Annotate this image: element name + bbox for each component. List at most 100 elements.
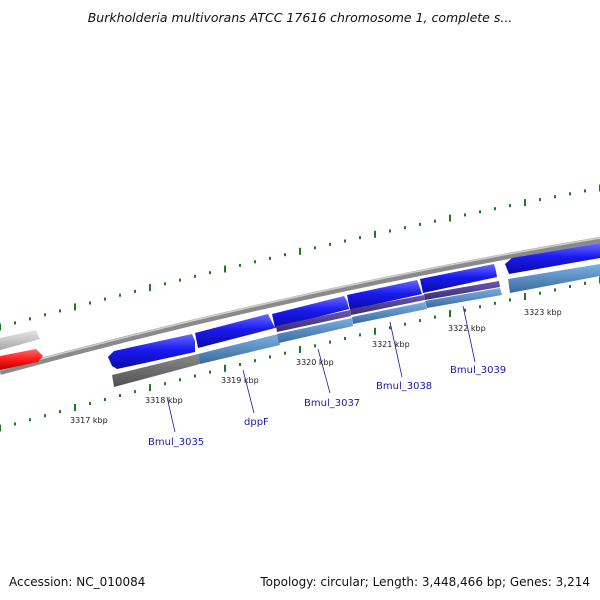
ruler-upper-minor-tick [59, 309, 61, 313]
cds-band-blue-3[interactable] [352, 302, 427, 324]
ruler-lower-minor-tick [119, 394, 121, 397]
cds-band-blue-right[interactable] [508, 264, 600, 293]
gene-gray-left[interactable] [0, 330, 40, 350]
tick-label-3320: 3320 kbp [296, 358, 334, 367]
ruler-upper-minor-tick [284, 253, 286, 257]
ruler-lower-minor-tick [554, 288, 556, 292]
ruler-upper-minor-tick [119, 293, 121, 297]
cds-band-purple-2[interactable] [350, 295, 425, 315]
ruler-lower-minor-tick [434, 315, 436, 319]
ruler-upper-minor-tick [44, 313, 46, 317]
ruler-upper-minor-tick [254, 260, 256, 264]
ruler-lower-minor-tick [269, 355, 271, 359]
gene-label-bmul-3037[interactable]: Bmul_3037 [304, 398, 360, 409]
ruler-upper-minor-tick [29, 317, 31, 321]
gene-arrow-dppf[interactable] [195, 314, 275, 348]
ruler-upper-minor-tick [434, 219, 436, 223]
tick-label-3319: 3319 kbp [221, 376, 259, 385]
ruler-lower-minor-tick [314, 344, 316, 348]
ruler-upper-minor-tick [104, 297, 106, 301]
ruler-upper-minor-tick [209, 271, 211, 275]
accession-text: Accession: NC_010084 [9, 575, 146, 589]
ruler-upper-minor-tick [584, 189, 586, 193]
ruler-upper-major-tick [374, 230, 376, 238]
ruler-lower-major-tick [374, 327, 376, 335]
ruler-lower-minor-tick [284, 351, 286, 355]
gene-arrow-bmul-3035[interactable] [108, 334, 195, 369]
ruler-lower-minor-tick [209, 370, 211, 374]
cds-band-purple-1[interactable] [276, 310, 351, 332]
ruler-upper-minor-tick [389, 229, 391, 233]
ruler-upper-minor-tick [14, 321, 16, 325]
ruler-upper-minor-tick [404, 226, 406, 230]
ruler-lower-major-tick [524, 293, 526, 300]
cds-band-gray[interactable] [112, 354, 200, 387]
ruler-upper-minor-tick [329, 242, 331, 246]
ruler-upper-major-tick [449, 214, 451, 222]
ruler-lower-minor-tick [569, 285, 571, 288]
ruler-upper-minor-tick [89, 301, 91, 305]
ruler-upper-minor-tick [554, 195, 556, 199]
gene-label-bmul-3039[interactable]: Bmul_3039 [450, 365, 506, 376]
ruler-lower-minor-tick [89, 402, 91, 405]
ruler-upper-minor-tick [239, 263, 241, 267]
gene-red-left[interactable] [0, 349, 43, 370]
ruler-lower-minor-tick [44, 414, 46, 418]
ruler-lower-minor-tick [494, 301, 496, 305]
tick-ruler-upper [0, 184, 600, 331]
ruler-lower-major-tick [74, 404, 76, 411]
ruler-upper-minor-tick [194, 274, 196, 278]
tick-label-3317: 3317 kbp [70, 416, 108, 425]
ruler-upper-minor-tick [464, 213, 466, 217]
tick-label-3323: 3323 kbp [524, 308, 562, 317]
gene-label-bmul-3035[interactable]: Bmul_3035 [148, 437, 204, 448]
cds-band-blue-2[interactable] [277, 318, 353, 343]
tick-label-3318: 3318 kbp [145, 396, 183, 405]
ruler-upper-minor-tick [494, 207, 496, 211]
cds-band-blue-4[interactable] [425, 288, 502, 308]
tick-label-3321: 3321 kbp [372, 340, 410, 349]
ruler-lower-minor-tick [179, 378, 181, 382]
gene-label-dppf[interactable]: dppF [244, 417, 269, 428]
ruler-upper-minor-tick [569, 192, 571, 196]
ruler-upper-minor-tick [269, 256, 271, 260]
cds-band-purple-3[interactable] [424, 281, 500, 300]
ruler-lower-major-tick [149, 384, 151, 392]
ruler-upper-minor-tick [359, 236, 361, 240]
ruler-lower-minor-tick [389, 326, 391, 330]
cds-band-blue-1[interactable] [198, 334, 280, 364]
ruler-upper-major-tick [74, 303, 76, 311]
ruler-lower-minor-tick [134, 390, 136, 394]
ruler-lower-minor-tick [344, 337, 346, 340]
ruler-lower-minor-tick [239, 363, 241, 366]
ruler-lower-minor-tick [404, 322, 406, 326]
ruler-lower-major-tick [299, 346, 301, 353]
ruler-upper-minor-tick [164, 282, 166, 286]
ruler-lower-minor-tick [164, 382, 166, 386]
ruler-lower-minor-tick [194, 374, 196, 378]
ruler-lower-minor-tick [254, 359, 256, 363]
gene-arrow-bmul-3038[interactable] [347, 280, 422, 310]
ruler-upper-minor-tick [134, 289, 136, 293]
ruler-lower-minor-tick [584, 281, 586, 285]
ruler-upper-minor-tick [479, 210, 481, 214]
ruler-lower-minor-tick [104, 398, 106, 401]
gene-label-bmul-3038[interactable]: Bmul_3038 [376, 381, 432, 392]
map-title: Burkholderia multivorans ATCC 17616 chro… [87, 10, 513, 25]
ruler-upper-major-tick [299, 247, 301, 255]
gene-label-leaders [166, 305, 476, 433]
chromosome-backbone [0, 237, 600, 375]
ruler-upper-major-tick [0, 323, 1, 331]
ruler-upper-minor-tick [179, 278, 181, 282]
gene-arrow-bmul-3039[interactable] [420, 264, 497, 293]
ruler-upper-minor-tick [509, 204, 511, 208]
ruler-upper-major-tick [524, 199, 526, 207]
ruler-lower-major-tick [224, 364, 226, 372]
gene-arrow-bmul-3037[interactable] [272, 296, 349, 328]
ruler-lower-minor-tick [59, 410, 61, 414]
ruler-upper-minor-tick [344, 239, 346, 243]
gene-arrow-right[interactable] [505, 243, 600, 274]
tick-label-3322: 3322 kbp [448, 324, 486, 333]
ruler-upper-major-tick [149, 284, 151, 292]
